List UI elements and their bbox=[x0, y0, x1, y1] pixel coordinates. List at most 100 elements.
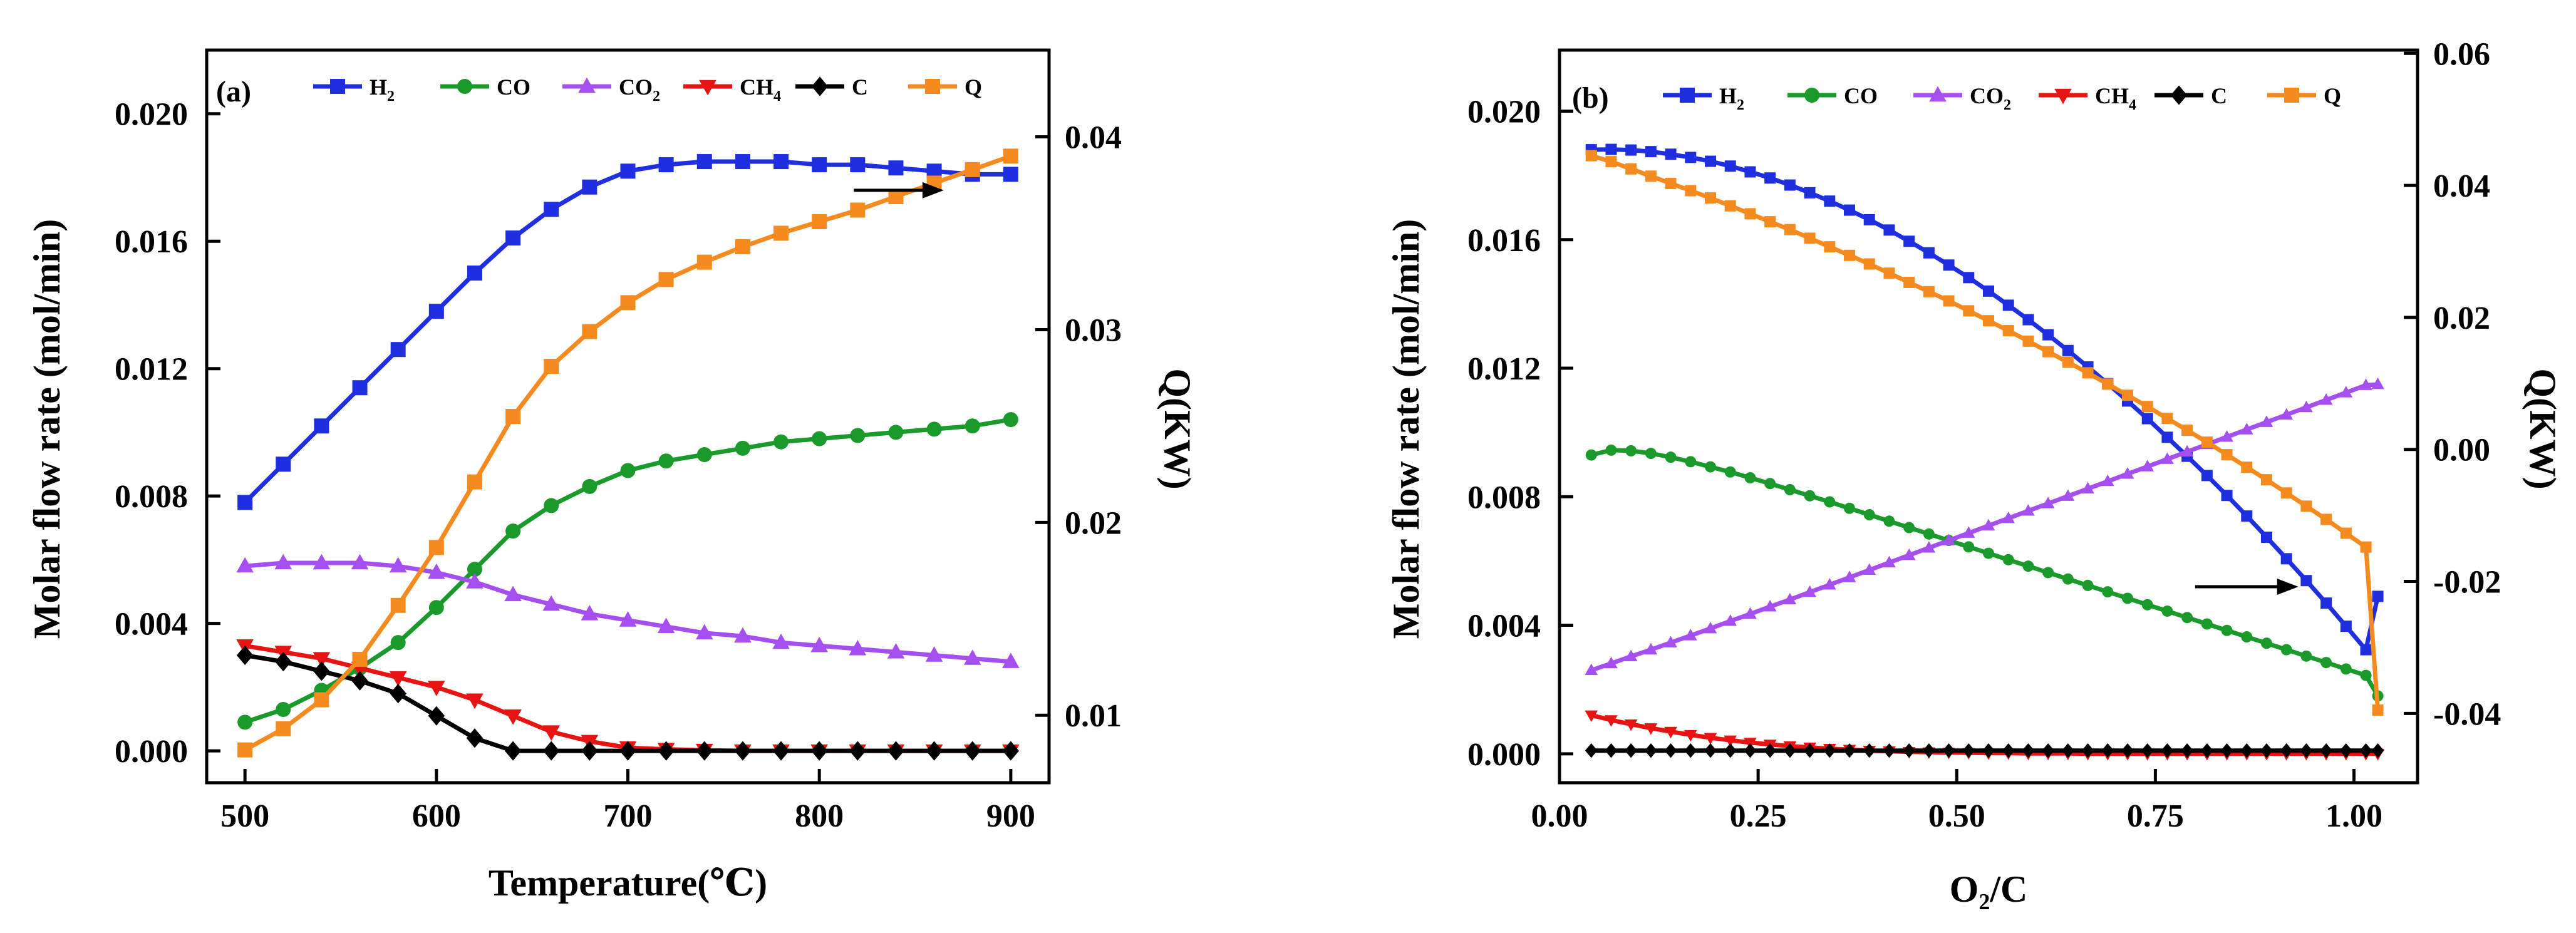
data-point-CO2 bbox=[695, 624, 713, 640]
legend-marker-Q bbox=[925, 79, 940, 94]
data-point-CH4 bbox=[1605, 715, 1618, 727]
legend-item-Q: Q bbox=[908, 75, 982, 100]
y-right-tick-label: 0.06 bbox=[2433, 36, 2490, 72]
y-left-tick-label: 0.008 bbox=[115, 479, 188, 515]
right-axis-arrowhead bbox=[922, 182, 944, 198]
data-point-CO2 bbox=[925, 646, 943, 662]
y-left-tick-label: 0.004 bbox=[1467, 609, 1541, 644]
data-point-CO bbox=[582, 478, 597, 494]
data-point-Q bbox=[1963, 305, 1975, 317]
series-C bbox=[1585, 743, 2384, 758]
legend-item-CO2: CO2 bbox=[562, 75, 660, 105]
data-point-CO2 bbox=[1744, 607, 1757, 619]
data-point-CH4 bbox=[1704, 733, 1717, 745]
data-point-Q bbox=[276, 721, 291, 736]
data-point-CO bbox=[2121, 592, 2133, 604]
data-point-CO2 bbox=[2141, 460, 2154, 472]
data-point-Q bbox=[1744, 208, 1756, 220]
data-point-Q bbox=[1844, 249, 1856, 261]
data-point-CO2 bbox=[1763, 599, 1777, 612]
legend-label: Q bbox=[2324, 83, 2341, 108]
x-tick-label: 0.25 bbox=[1730, 798, 1787, 834]
legend-marker-CO bbox=[1804, 88, 1819, 103]
data-point-Q bbox=[2320, 513, 2332, 525]
data-point-CH4 bbox=[504, 709, 522, 725]
data-point-Q bbox=[1705, 192, 1717, 204]
x-tick-label: 500 bbox=[220, 798, 269, 834]
data-point-C bbox=[543, 741, 560, 761]
legend-item-CH4: CH4 bbox=[683, 75, 781, 105]
data-point-H2 bbox=[352, 380, 368, 396]
data-point-H2 bbox=[812, 157, 827, 173]
data-point-C bbox=[2320, 743, 2333, 758]
data-point-Q bbox=[658, 272, 674, 287]
y-left-tick-label: 0.008 bbox=[1467, 480, 1541, 515]
data-point-CO2 bbox=[2061, 489, 2075, 501]
legend-marker-CO2 bbox=[578, 77, 596, 93]
data-point-CO bbox=[658, 453, 674, 469]
data-point-Q bbox=[812, 214, 827, 230]
data-point-C bbox=[849, 741, 866, 761]
data-point-H2 bbox=[467, 265, 482, 281]
legend-item-H2: H2 bbox=[313, 75, 395, 105]
legend-item-CH4: CH4 bbox=[2039, 83, 2136, 113]
data-point-C bbox=[1922, 743, 1935, 758]
data-point-H2 bbox=[1983, 285, 1994, 297]
data-point-C bbox=[2220, 743, 2233, 758]
data-point-CO bbox=[2260, 637, 2272, 649]
data-point-H2 bbox=[1883, 224, 1895, 236]
legend-label-text: H bbox=[370, 75, 387, 100]
x-tick-label: 700 bbox=[604, 798, 653, 834]
data-point-CO2 bbox=[1704, 621, 1717, 634]
legend-label: Q bbox=[965, 75, 982, 100]
data-point-Q bbox=[1003, 148, 1018, 164]
data-point-CH4 bbox=[389, 671, 407, 687]
data-point-CO2 bbox=[1002, 652, 1020, 668]
data-point-H2 bbox=[2042, 329, 2054, 341]
data-point-C bbox=[2141, 743, 2154, 758]
data-point-Q bbox=[2002, 324, 2014, 336]
legend-item-CO: CO bbox=[440, 75, 530, 100]
data-point-Q bbox=[1903, 277, 1915, 289]
legend-label: CO bbox=[497, 75, 530, 100]
data-point-CH4 bbox=[1684, 729, 1697, 742]
data-point-CO2 bbox=[1803, 585, 1816, 597]
data-point-CO bbox=[1605, 444, 1617, 456]
data-point-Q bbox=[2340, 527, 2352, 539]
y-left-tick-label: 0.020 bbox=[1467, 95, 1541, 130]
legend-marker-CO bbox=[457, 79, 472, 94]
data-point-H2 bbox=[428, 304, 444, 319]
data-point-Q bbox=[2181, 425, 2193, 436]
data-point-CO2 bbox=[2002, 511, 2015, 523]
series-CO2 bbox=[236, 554, 1020, 668]
data-point-CO2 bbox=[734, 627, 752, 643]
data-point-Q bbox=[1605, 156, 1617, 168]
y-right-tick-label: 0.03 bbox=[1065, 312, 1122, 348]
series-line-CO bbox=[1590, 448, 2380, 698]
legend-marker-C bbox=[811, 76, 829, 96]
data-point-CH4 bbox=[1585, 710, 1598, 723]
y-left-tick-label: 0.012 bbox=[115, 352, 188, 388]
data-point-CO bbox=[1685, 456, 1697, 468]
data-point-C bbox=[466, 728, 484, 748]
data-point-C bbox=[1764, 743, 1777, 758]
data-point-CO bbox=[926, 421, 942, 437]
data-point-CH4 bbox=[428, 681, 445, 696]
legend-label-text: CO bbox=[1844, 83, 1878, 108]
data-point-C bbox=[390, 683, 406, 704]
data-point-Q bbox=[352, 651, 368, 667]
data-point-H2 bbox=[582, 179, 597, 195]
data-point-Q bbox=[2141, 401, 2153, 413]
data-point-CO bbox=[1784, 484, 1796, 495]
x-tick-label: 800 bbox=[795, 798, 844, 834]
data-point-CO2 bbox=[657, 617, 675, 633]
data-point-C bbox=[2022, 743, 2035, 758]
data-point-CO bbox=[2161, 605, 2173, 617]
data-point-H2 bbox=[2300, 575, 2312, 587]
data-point-CO bbox=[2141, 599, 2153, 611]
y-right-tick-label: -0.04 bbox=[2433, 696, 2501, 732]
data-point-CO bbox=[2042, 567, 2054, 579]
x-axis-title: Temperature(℃) bbox=[489, 862, 767, 904]
legend-label-subscript: 2 bbox=[653, 88, 660, 105]
